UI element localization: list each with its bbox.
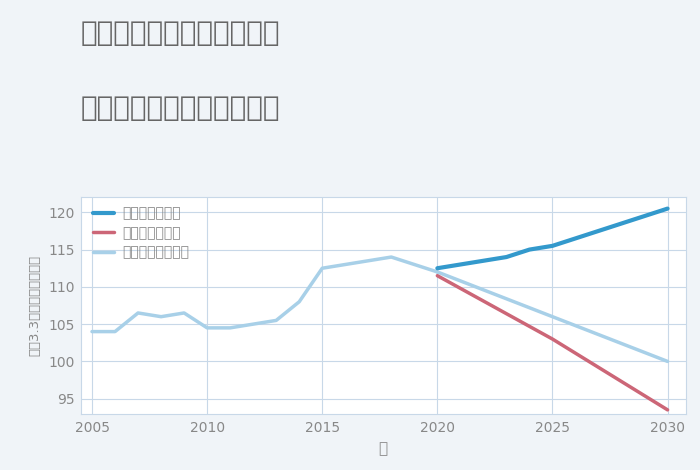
グッドシナリオ: [548, 243, 556, 249]
グッドシナリオ: [571, 235, 580, 241]
Line: ノーマルシナリオ: ノーマルシナリオ: [438, 272, 668, 361]
グッドシナリオ: [594, 228, 603, 234]
Text: 中古マンションの価格推移: 中古マンションの価格推移: [80, 94, 280, 122]
X-axis label: 年: 年: [379, 441, 388, 456]
グッドシナリオ: [480, 258, 488, 264]
ノーマルシナリオ: [433, 269, 442, 275]
グッドシナリオ: [456, 262, 465, 267]
バッドシナリオ: [664, 407, 672, 413]
Legend: グッドシナリオ, バッドシナリオ, ノーマルシナリオ: グッドシナリオ, バッドシナリオ, ノーマルシナリオ: [94, 206, 190, 259]
Line: グッドシナリオ: グッドシナリオ: [438, 209, 668, 268]
グッドシナリオ: [525, 247, 533, 252]
グッドシナリオ: [502, 254, 510, 260]
ノーマルシナリオ: [664, 359, 672, 364]
バッドシナリオ: [548, 336, 556, 342]
グッドシナリオ: [433, 266, 442, 271]
グッドシナリオ: [640, 213, 649, 219]
バッドシナリオ: [433, 273, 442, 279]
Line: バッドシナリオ: バッドシナリオ: [438, 276, 668, 410]
グッドシナリオ: [664, 206, 672, 212]
グッドシナリオ: [617, 221, 626, 227]
Text: 岐阜県郡上市大和町徳永の: 岐阜県郡上市大和町徳永の: [80, 19, 280, 47]
ノーマルシナリオ: [548, 314, 556, 320]
Y-axis label: 坪（3.3㎡）単価（万円）: 坪（3.3㎡）単価（万円）: [29, 255, 41, 356]
